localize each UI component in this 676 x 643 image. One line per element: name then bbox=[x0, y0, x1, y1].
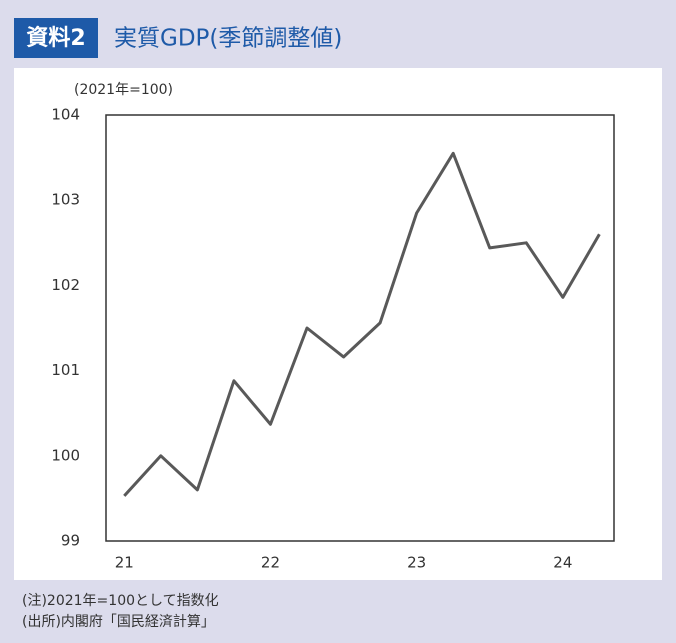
y-unit: (2021年=100) bbox=[74, 82, 173, 98]
x-tick-label: 24 bbox=[553, 554, 572, 572]
y-tick-label: 101 bbox=[51, 361, 80, 379]
y-tick-label: 104 bbox=[51, 106, 80, 124]
y-tick-label: 102 bbox=[51, 276, 80, 294]
note: (出所)内閣府「国民経済計算」 bbox=[22, 614, 215, 630]
note: (注)2021年=100として指数化 bbox=[22, 593, 219, 609]
y-tick-label: 100 bbox=[51, 446, 80, 464]
plot-frame bbox=[105, 114, 615, 542]
panel bbox=[14, 68, 662, 580]
x-tick-label: 22 bbox=[261, 554, 280, 572]
label: 資料2 bbox=[26, 25, 85, 51]
y-tick-label: 99 bbox=[61, 532, 80, 550]
chart-title: 実質GDP(季節調整値) bbox=[114, 26, 342, 52]
x-tick-label: 23 bbox=[407, 554, 426, 572]
data-line bbox=[123, 151, 601, 497]
label-box bbox=[14, 18, 98, 58]
y-tick-label: 103 bbox=[51, 191, 80, 209]
x-tick-label: 21 bbox=[115, 554, 134, 572]
